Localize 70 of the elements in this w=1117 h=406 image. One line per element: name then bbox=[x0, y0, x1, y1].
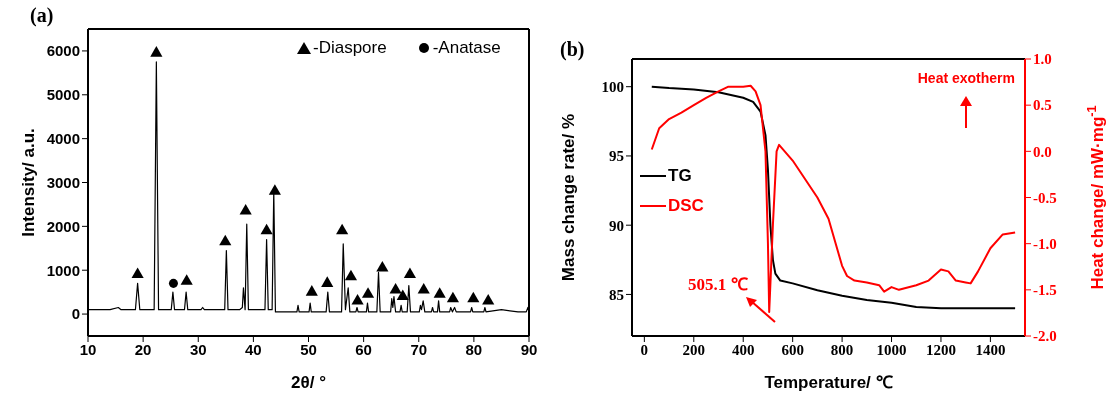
x-tick-label: 20 bbox=[134, 340, 152, 358]
x-tick-label: 70 bbox=[410, 340, 428, 358]
x-tick-label: 90 bbox=[520, 340, 538, 358]
point bbox=[168, 278, 178, 288]
legend-label: -Anatase bbox=[432, 38, 501, 58]
point bbox=[467, 291, 480, 303]
point bbox=[361, 287, 375, 298]
y-tick-label: 95 bbox=[609, 148, 624, 165]
point bbox=[396, 289, 409, 301]
y-tick-label: 90 bbox=[609, 217, 624, 234]
point bbox=[260, 223, 273, 235]
annotation: Heat exotherm bbox=[917, 70, 1015, 86]
y-tick-label: 6000 bbox=[46, 42, 80, 60]
legend-label: DSC bbox=[668, 196, 704, 216]
y-tick-label: 4000 bbox=[46, 129, 80, 147]
chart-title: (a) bbox=[30, 4, 54, 27]
point bbox=[403, 267, 417, 279]
y2-tick-label: 1.0 bbox=[1033, 51, 1052, 68]
point bbox=[305, 285, 318, 296]
point bbox=[482, 293, 495, 305]
y-tick-label: 2000 bbox=[46, 217, 80, 235]
y2-tick-label: -0.5 bbox=[1033, 189, 1057, 206]
point bbox=[344, 269, 358, 281]
x-tick-label: 40 bbox=[245, 340, 262, 358]
x-tick-label: 0 bbox=[640, 341, 649, 358]
point bbox=[321, 276, 334, 287]
point bbox=[239, 203, 252, 215]
annotation: 505.1 ℃ bbox=[688, 274, 749, 295]
x-tick-label: 200 bbox=[682, 341, 706, 358]
x-tick-label: 600 bbox=[781, 341, 804, 358]
y-tick-label: 100 bbox=[601, 79, 624, 96]
y2-tick-label: 0.0 bbox=[1033, 143, 1052, 160]
x-axis-title: 2θ/ ° bbox=[291, 373, 327, 392]
x-tick-label: 50 bbox=[300, 340, 317, 358]
y-tick-label: 85 bbox=[609, 286, 624, 303]
y2-tick-label: 0.5 bbox=[1033, 97, 1052, 114]
x-tick-label: 1400 bbox=[975, 341, 1006, 358]
y2-tick-label: -1.5 bbox=[1033, 282, 1057, 299]
point bbox=[446, 291, 460, 303]
legend-label: TG bbox=[668, 166, 692, 186]
y-tick-label: 0 bbox=[71, 305, 80, 323]
y-tick-label: 5000 bbox=[46, 86, 80, 104]
point bbox=[376, 261, 389, 272]
y2-tick-label: -2.0 bbox=[1033, 328, 1057, 345]
chart-title: (b) bbox=[560, 38, 585, 61]
y-axis-title: Intensity/ a.u. bbox=[19, 128, 38, 237]
x-tick-label: 800 bbox=[830, 341, 854, 358]
x-tick-label: 400 bbox=[731, 341, 755, 358]
y2-tick-label: -1.0 bbox=[1033, 235, 1057, 252]
y-tick-label: 1000 bbox=[46, 261, 80, 279]
x-tick-label: 30 bbox=[189, 340, 207, 358]
y-tick-label: 3000 bbox=[46, 173, 80, 191]
x-tick-label: 60 bbox=[355, 340, 372, 358]
x-tick-label: 1200 bbox=[925, 341, 956, 358]
point bbox=[433, 287, 446, 298]
y-axis-title: Mass change rate/ % bbox=[559, 113, 578, 282]
point bbox=[336, 223, 349, 235]
point bbox=[180, 274, 193, 285]
point bbox=[351, 293, 364, 305]
x-tick-label: 80 bbox=[465, 340, 483, 358]
legend-label: -Diaspore bbox=[313, 38, 387, 58]
point bbox=[417, 282, 430, 294]
point bbox=[131, 267, 144, 279]
x-tick-label: 1000 bbox=[876, 341, 907, 358]
point bbox=[268, 184, 281, 195]
point bbox=[389, 282, 402, 294]
point bbox=[150, 46, 163, 57]
x-axis-title: Temperature/ ℃ bbox=[764, 373, 893, 392]
point bbox=[219, 234, 232, 246]
x-tick-label: 10 bbox=[79, 340, 97, 358]
